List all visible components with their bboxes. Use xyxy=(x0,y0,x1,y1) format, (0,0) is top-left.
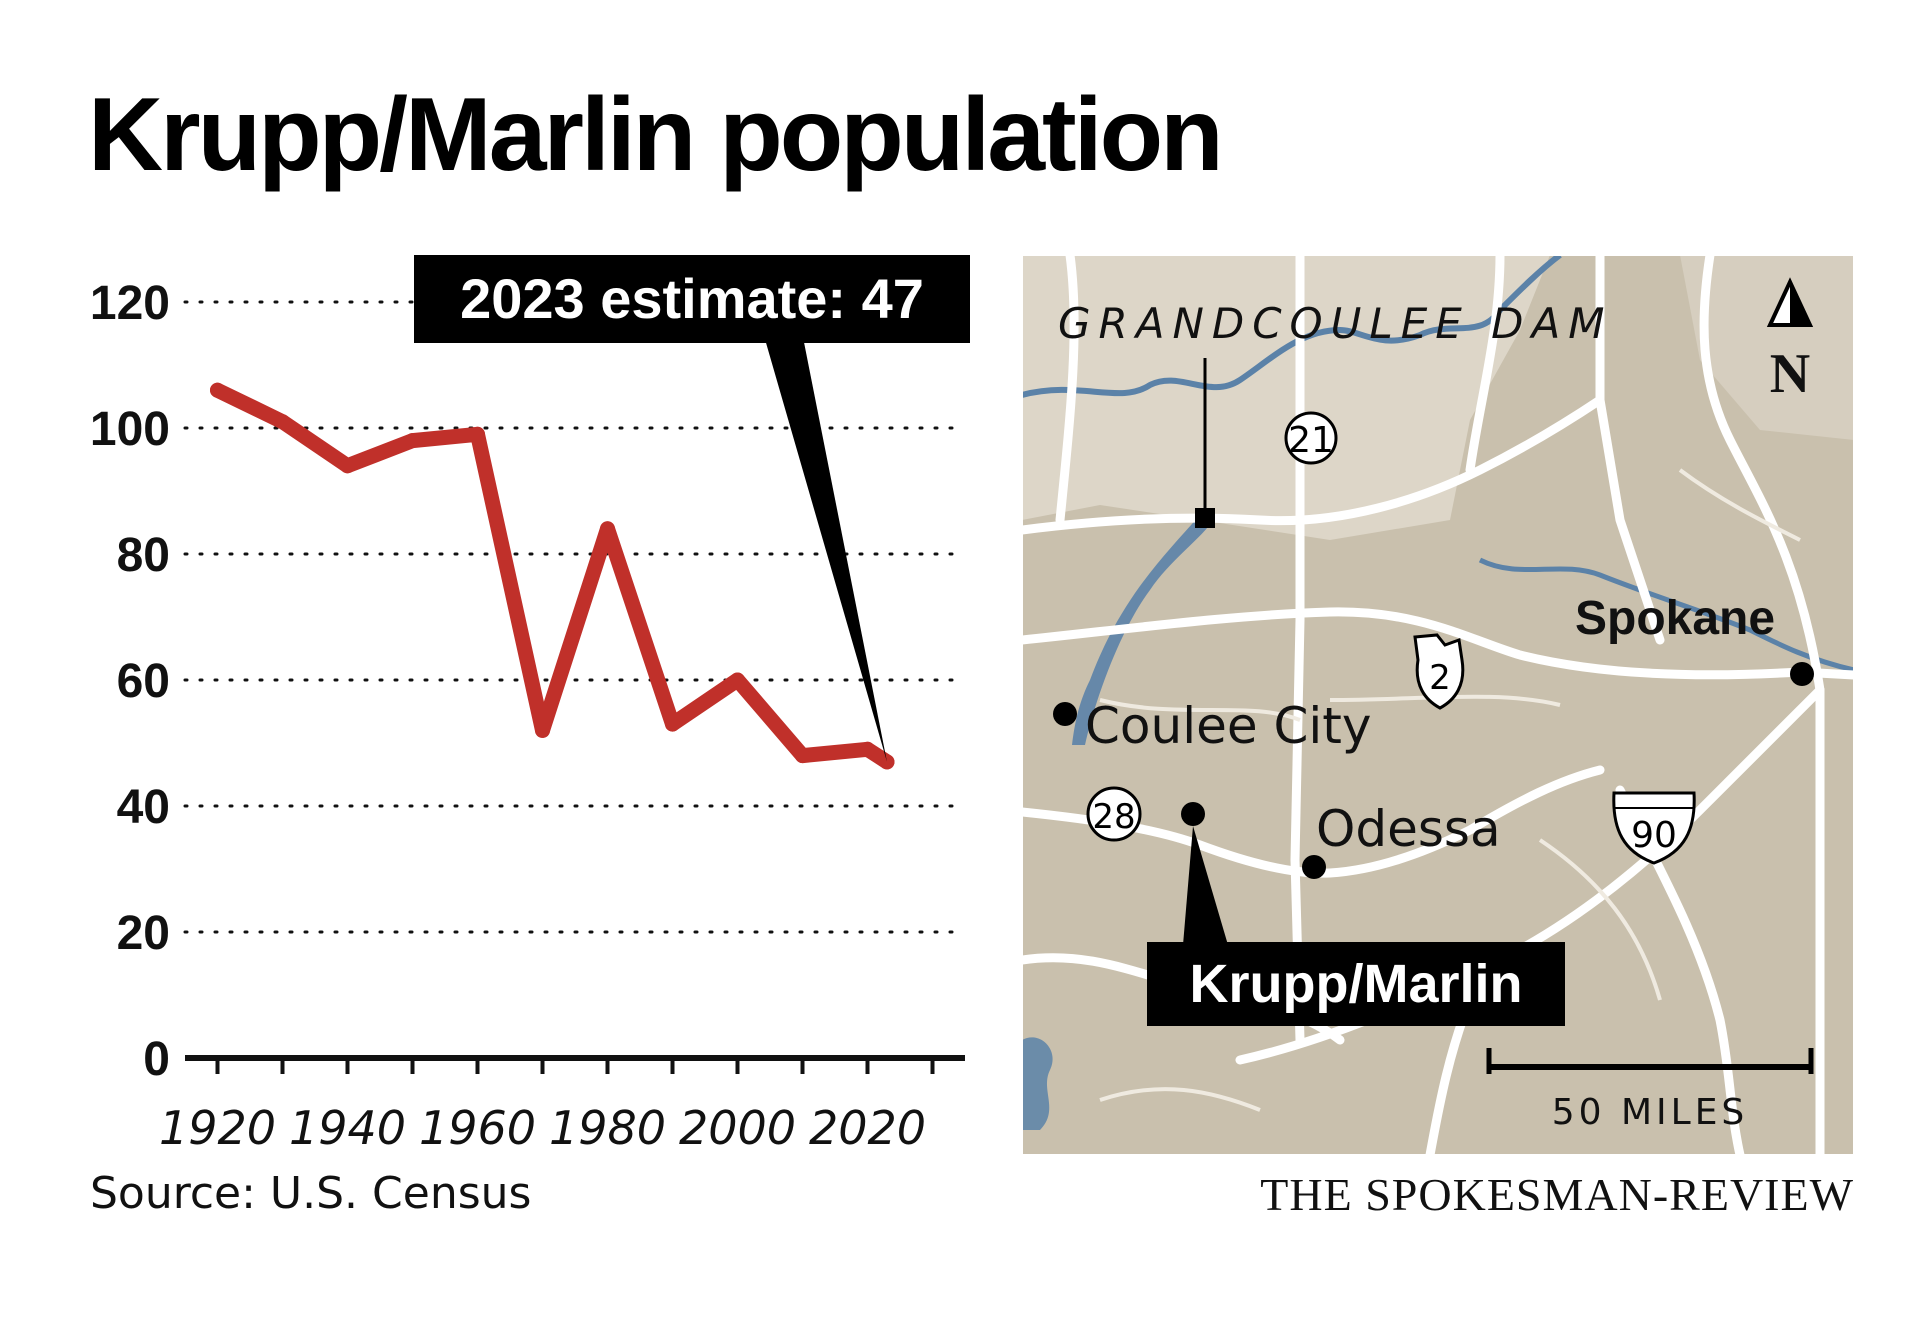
source-note: Source: U.S. Census xyxy=(90,1168,532,1219)
data-point xyxy=(665,716,680,732)
highway-21-label: 21 xyxy=(1288,420,1334,461)
x-tick-label: 1940 xyxy=(289,1101,406,1155)
x-tick-label: 2000 xyxy=(679,1101,796,1155)
highway-28-label: 28 xyxy=(1092,797,1135,837)
y-tick-label: 60 xyxy=(117,655,170,708)
publisher-credit: THE SPOKESMAN-REVIEW xyxy=(1260,1169,1854,1220)
data-point xyxy=(535,722,550,738)
chart-title: Krupp/Marlin population xyxy=(88,77,1224,193)
data-point xyxy=(340,458,355,474)
annotation-layer: 2023 estimate: 47 xyxy=(414,255,970,762)
highway-28-shield: 28 xyxy=(1086,786,1142,842)
x-tick-label: 2020 xyxy=(809,1101,926,1155)
spokane-dot xyxy=(1790,662,1814,686)
north-arrow: N xyxy=(1766,277,1814,405)
data-point xyxy=(405,433,420,449)
odessa-dot xyxy=(1302,855,1326,879)
x-tick-label: 1960 xyxy=(419,1101,536,1155)
us-2-shield: 2 xyxy=(1413,633,1465,710)
dam-marker xyxy=(1195,358,1215,528)
scale-label: 50 MILES xyxy=(1552,1092,1749,1133)
y-axis-tick-labels: 0 20 40 60 80 100 120 xyxy=(90,277,170,1086)
data-point xyxy=(470,426,485,442)
y-tick-label: 80 xyxy=(117,529,170,582)
y-tick-label: 120 xyxy=(90,277,170,330)
coulee-city-label: Coulee City xyxy=(1085,697,1372,755)
map-land-light-northeast xyxy=(1680,255,1854,440)
data-point xyxy=(795,748,810,764)
north-label: N xyxy=(1770,343,1810,405)
banks-lake xyxy=(1072,515,1215,745)
us-2-label: 2 xyxy=(1429,658,1451,698)
dam-label: GRANDCOULEE DAM xyxy=(1058,299,1612,348)
x-tick-label: 1980 xyxy=(549,1101,666,1155)
krupp-marlin-label: Krupp/Marlin xyxy=(1190,954,1523,1014)
x-tick-label: 1920 xyxy=(159,1101,276,1155)
spokane-label: Spokane xyxy=(1575,592,1775,645)
scale-bar: 50 MILES xyxy=(1486,1048,1814,1133)
map-border xyxy=(1021,254,1855,1156)
data-point xyxy=(210,382,225,398)
annotation-label: 2023 estimate: 47 xyxy=(460,267,924,330)
annotation-pointer xyxy=(760,322,887,762)
highway-21-shield: 21 xyxy=(1284,411,1338,465)
coulee-city-dot xyxy=(1053,702,1077,726)
odessa-label: Odessa xyxy=(1316,800,1501,858)
y-tick-label: 40 xyxy=(117,781,170,834)
map-land-light-north xyxy=(1022,255,1550,540)
interstate-90-shield: 90 xyxy=(1612,791,1696,865)
y-tick-label: 100 xyxy=(90,403,170,456)
interstate-90-label: 90 xyxy=(1631,815,1677,856)
x-axis-tick-labels: 1920 1940 1960 1980 2000 2020 xyxy=(159,1101,926,1155)
krupp-marlin-label-box xyxy=(1147,942,1565,1026)
population-series-line xyxy=(210,382,895,770)
lake-sw xyxy=(1022,1037,1053,1130)
data-point xyxy=(275,414,290,430)
x-axis xyxy=(185,1055,965,1074)
data-point xyxy=(730,672,745,688)
y-tick-label: 0 xyxy=(143,1033,170,1086)
series-layer xyxy=(210,382,895,770)
data-point xyxy=(860,741,875,757)
annotation-box xyxy=(414,255,970,343)
data-point xyxy=(600,521,615,537)
krupp-marlin-pointer xyxy=(1183,826,1228,945)
krupp-marlin-dot xyxy=(1181,802,1205,826)
population-line-chart: 0 20 40 60 80 100 120 1920 1940 1960 1980 2000 2020… xyxy=(90,255,970,1155)
spokane-river xyxy=(1478,557,1854,673)
map-minor-roads xyxy=(1099,468,1801,1112)
y-tick-label: 20 xyxy=(117,907,170,960)
